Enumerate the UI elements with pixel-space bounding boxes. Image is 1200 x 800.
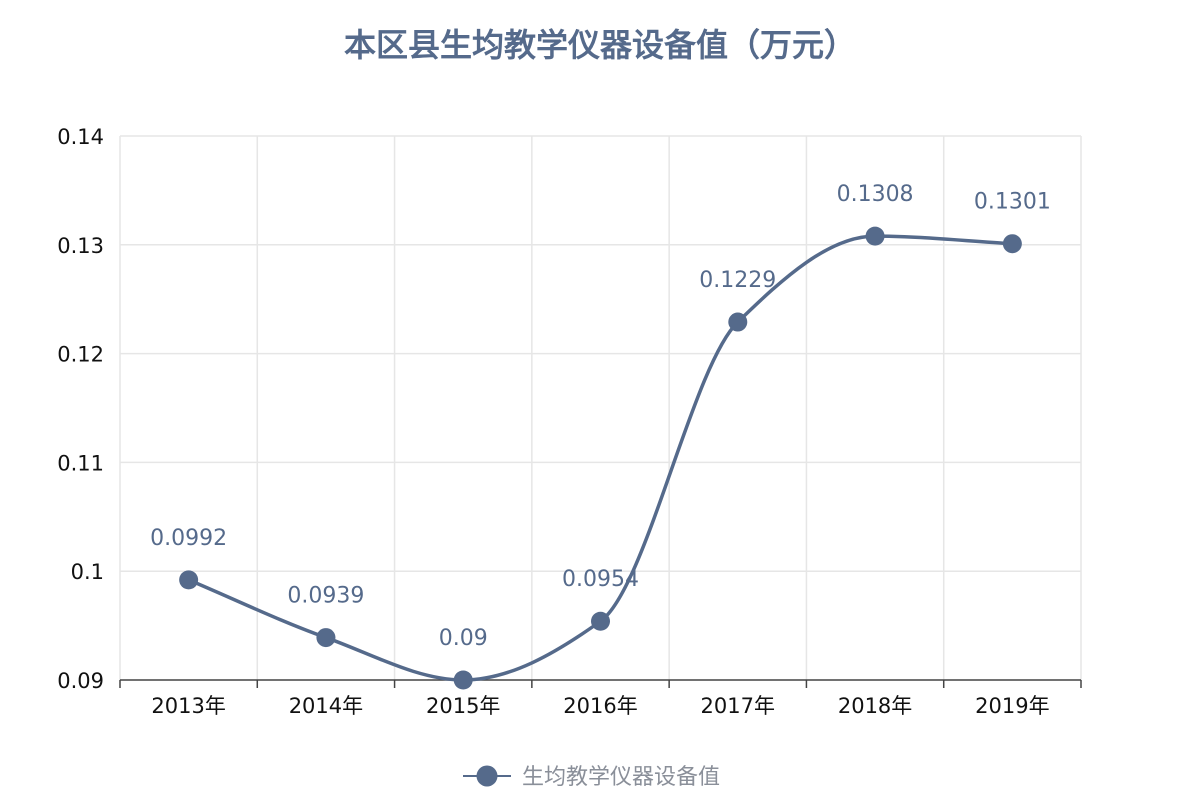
x-tick-label: 2018年	[838, 694, 912, 718]
y-axis-tick-labels: 0.09 0.1 0.11 0.12 0.13 0.14	[57, 125, 104, 693]
data-label: 0.1308	[837, 182, 914, 207]
data-label: 0.1229	[699, 268, 776, 293]
legend-dot-marker	[476, 765, 498, 787]
x-tick-label: 2015年	[426, 694, 500, 718]
data-point	[453, 670, 473, 690]
y-tick-label: 0.11	[57, 451, 104, 475]
x-axis-tick-labels: 2013年 2014年 2015年 2016年 2017年 2018年 2019年	[151, 694, 1049, 718]
y-tick-label: 0.12	[57, 343, 104, 367]
x-tick-label: 2013年	[151, 694, 225, 718]
data-label: 0.0939	[287, 584, 364, 609]
data-points	[179, 226, 1022, 690]
x-tick-label: 2017年	[701, 694, 775, 718]
chart-title: 本区县生均教学仪器设备值（万元）	[343, 26, 856, 64]
data-label: 0.0954	[562, 567, 639, 592]
legend[interactable]: 生均教学仪器设备值	[463, 765, 720, 790]
data-point	[316, 628, 336, 648]
data-label: 0.0992	[150, 526, 227, 551]
data-point	[179, 570, 199, 590]
data-point	[591, 611, 610, 631]
y-tick-label: 0.1	[71, 560, 104, 584]
y-tick-label: 0.13	[57, 234, 104, 258]
data-label: 0.09	[439, 626, 488, 651]
legend-label: 生均教学仪器设备值	[522, 765, 720, 790]
data-label: 0.1301	[974, 190, 1051, 215]
data-point	[728, 312, 748, 332]
data-point	[1002, 234, 1022, 254]
x-tick-label: 2014年	[289, 694, 363, 718]
x-tick-label: 2016年	[563, 694, 637, 718]
data-labels: 0.0992 0.0939 0.09 0.0954 0.1229 0.1308 0.1301	[150, 182, 1051, 651]
axes	[119, 136, 1082, 688]
y-tick-label: 0.09	[57, 669, 104, 693]
data-point	[865, 226, 885, 246]
x-tick-label: 2019年	[975, 694, 1049, 718]
y-tick-label: 0.14	[57, 125, 104, 149]
grid-lines	[120, 135, 1082, 680]
